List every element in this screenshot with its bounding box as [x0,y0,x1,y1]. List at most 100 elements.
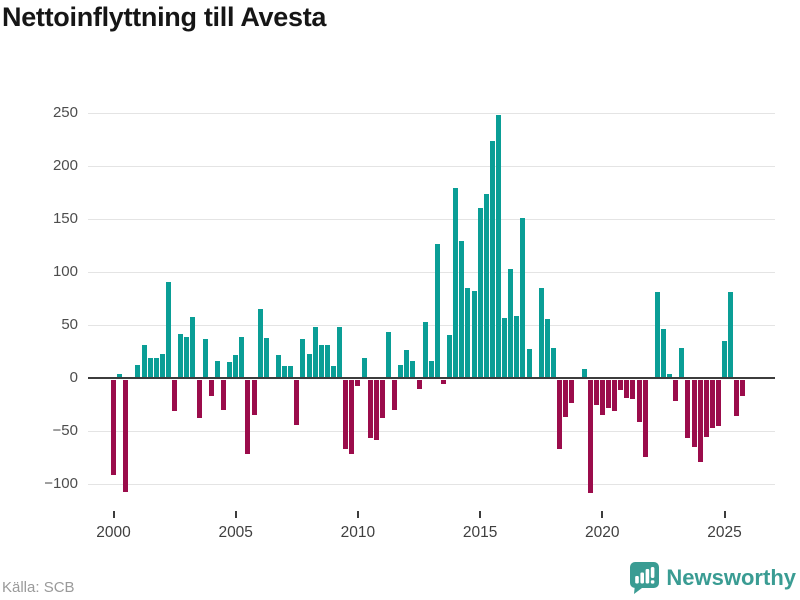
bar [117,373,123,378]
bar [312,327,318,378]
bar [257,309,263,378]
bar [294,380,300,425]
bar [581,368,587,378]
y-axis-tick-label: 150 [52,210,78,227]
x-axis-tick [112,511,115,518]
x-axis-tick [479,511,482,518]
x-axis-tick [723,511,726,518]
gridline [88,484,775,485]
bar [123,380,129,493]
x-axis-tick-label: 2010 [340,524,376,541]
bar [331,366,336,378]
bar [722,340,727,378]
bar [196,380,202,419]
bar [355,380,361,387]
bar [520,217,526,378]
y-axis-tick-label: 50 [61,316,78,333]
bar [434,244,440,378]
bar [221,380,226,410]
bar [715,380,721,426]
bar [404,350,410,378]
bar [587,380,593,494]
bar [416,380,422,389]
bar [483,193,489,378]
bar [361,357,367,378]
x-axis-tick [601,511,604,518]
bar [379,380,385,419]
bar [153,357,159,378]
zero-axis-line [88,377,775,379]
bar [605,380,611,408]
bar [392,380,398,410]
x-axis-tick-label: 2000 [96,524,131,541]
bar [300,338,306,378]
gridline [88,325,775,326]
bar [178,333,184,378]
bar [618,380,624,390]
bar [227,362,233,378]
x-axis-tick [234,511,237,518]
bar [239,336,245,378]
bar [385,332,391,378]
bar [373,380,379,441]
bar [208,380,214,396]
bar [184,336,190,378]
bar [465,287,471,378]
bar [245,380,251,455]
bar [544,318,550,378]
bar [166,281,171,378]
bar [440,380,446,385]
bar [697,380,703,462]
bar [318,345,324,378]
source-note: Källa: SCB [2,579,75,596]
newsworthy-speech-bubble-chart-icon [630,562,660,594]
y-axis-tick-label: 0 [69,369,78,386]
bar [410,361,416,378]
bar [447,334,453,378]
bar [453,188,459,378]
bar [667,373,672,378]
bar [159,353,165,378]
x-axis-tick-label: 2005 [218,524,253,541]
bar [349,380,355,455]
y-axis-tick-label: 200 [52,157,78,174]
bar [550,348,556,378]
bar [679,348,685,378]
bar [636,380,642,423]
x-axis-tick-label: 2015 [462,524,498,541]
bar [593,380,599,406]
gridline [88,113,775,114]
bar [599,380,605,415]
newsworthy-logo[interactable]: Newsworthy [630,562,796,594]
bar [709,380,715,428]
bar [654,292,660,378]
bar [367,380,373,439]
bar [202,338,208,378]
bar [557,380,562,449]
bar [526,349,532,378]
gridline [88,219,775,220]
bar [214,361,220,378]
bar [477,208,483,378]
bar [459,241,465,378]
bar [563,380,569,418]
bar [135,365,141,378]
y-axis-tick-label: −100 [44,475,78,492]
bar [642,380,648,458]
bar [630,380,636,400]
gridline [88,431,775,432]
bar [728,292,734,378]
bar [624,380,630,398]
page-title: Nettoinflyttning till Avesta [2,2,327,32]
bar [282,366,288,378]
bar [734,380,740,416]
bar [514,315,520,378]
gridline [88,166,775,167]
bar [428,361,434,378]
x-axis-tick [356,511,359,518]
bar [172,380,178,411]
bar [508,268,514,378]
bar [660,329,666,378]
x-axis-tick-label: 2020 [585,524,620,541]
bar [233,354,239,378]
